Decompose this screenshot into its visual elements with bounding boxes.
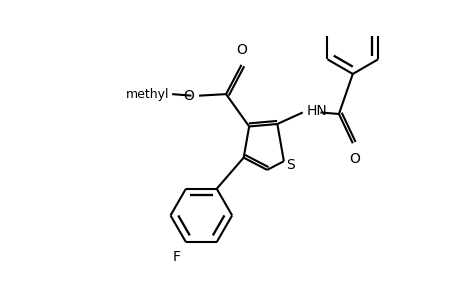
Text: OCH₃: OCH₃ [384, 0, 417, 4]
Text: O: O [183, 89, 194, 103]
Text: HN: HN [306, 104, 327, 118]
Text: O: O [235, 43, 246, 57]
Text: F: F [172, 250, 180, 264]
Text: methyl: methyl [125, 88, 169, 100]
Text: O: O [348, 152, 359, 167]
Text: S: S [285, 158, 294, 172]
